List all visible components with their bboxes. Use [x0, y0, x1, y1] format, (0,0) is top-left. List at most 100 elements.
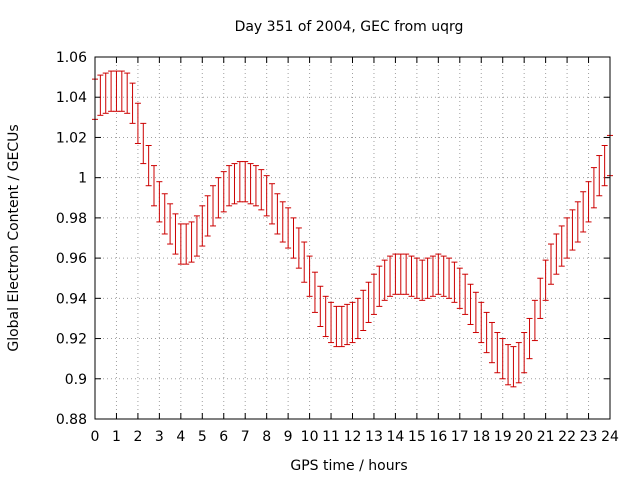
- x-tick-label: 15: [408, 429, 426, 445]
- y-tick-label: 0.98: [56, 211, 87, 227]
- data-point: [569, 209, 576, 251]
- data-point: [376, 265, 383, 307]
- data-point: [494, 332, 501, 374]
- data-point: [387, 255, 394, 297]
- y-axis-label: Global Electron Content / GECUs: [6, 124, 22, 351]
- data-point: [526, 317, 533, 360]
- data-point: [97, 74, 104, 116]
- data-point: [156, 181, 163, 223]
- data-point: [574, 201, 581, 243]
- y-tick-label: 0.94: [56, 291, 87, 307]
- data-point: [124, 72, 131, 114]
- data-point: [322, 295, 329, 338]
- x-tick-label: 7: [241, 429, 250, 445]
- data-point: [505, 344, 512, 386]
- x-tick-label: 9: [284, 429, 293, 445]
- data-point: [392, 253, 399, 295]
- data-point: [483, 311, 490, 354]
- data-point: [306, 255, 313, 297]
- x-tick-label: 14: [387, 429, 405, 445]
- data-point: [295, 227, 302, 269]
- data-point: [269, 183, 276, 225]
- data-point: [151, 165, 158, 207]
- data-point: [338, 305, 345, 348]
- data-point: [204, 195, 211, 237]
- data-point: [140, 122, 147, 165]
- data-point: [274, 193, 281, 235]
- data-point: [585, 181, 592, 223]
- error-bars: [92, 70, 613, 388]
- y-tick-label: 1.04: [56, 90, 87, 106]
- data-point: [118, 70, 125, 112]
- data-point: [446, 257, 453, 299]
- y-tick-label: 1.06: [56, 50, 87, 66]
- y-tick-labels: 0.88 0.9 0.92 0.94 0.96 0.98 1 1.02 1.04 1.06: [56, 50, 87, 428]
- data-point: [580, 191, 587, 233]
- data-point: [258, 169, 265, 211]
- grid-layer: [95, 57, 610, 419]
- x-axis-label: GPS time / hours: [290, 458, 407, 474]
- x-tick-label: 8: [262, 429, 271, 445]
- data-point: [215, 177, 222, 219]
- data-point: [370, 273, 377, 315]
- data-point: [290, 217, 297, 259]
- data-point: [247, 163, 254, 205]
- data-point: [129, 82, 136, 124]
- data-point: [601, 144, 608, 187]
- x-tick-labels: 0 1 2 3 4 5 6 7 8 9 10 11 12 13 14 15 16 17 18 19 20 21 22 23 24: [91, 429, 619, 445]
- data-point: [531, 299, 538, 342]
- data-point: [596, 155, 603, 197]
- data-point: [177, 223, 184, 265]
- data-point: [488, 321, 495, 364]
- y-tick-label: 1.02: [56, 130, 87, 146]
- x-tick-label: 24: [601, 429, 619, 445]
- y-tick-label: 0.92: [56, 332, 87, 348]
- data-point: [199, 205, 206, 247]
- x-tick-label: 22: [558, 429, 576, 445]
- data-point: [467, 283, 474, 325]
- data-point: [381, 259, 388, 301]
- data-point: [183, 223, 190, 265]
- data-point: [113, 70, 120, 112]
- data-point: [424, 257, 431, 299]
- y-tick-label: 0.9: [65, 372, 87, 388]
- data-point: [397, 253, 404, 295]
- y-tick-label: 1: [78, 171, 87, 187]
- x-tick-label: 21: [537, 429, 555, 445]
- x-tick-label: 6: [219, 429, 228, 445]
- data-point: [419, 259, 426, 301]
- data-point: [590, 167, 597, 209]
- data-point: [440, 255, 447, 297]
- data-point: [429, 255, 436, 297]
- x-tick-label: 0: [91, 429, 100, 445]
- data-point: [301, 241, 308, 283]
- data-point: [285, 207, 292, 249]
- x-tick-label: 3: [155, 429, 164, 445]
- data-point: [564, 217, 571, 259]
- x-tick-label: 23: [580, 429, 598, 445]
- x-tick-label: 4: [176, 429, 185, 445]
- data-point: [472, 291, 479, 334]
- data-point: [167, 203, 174, 245]
- data-point: [354, 297, 361, 340]
- data-point: [478, 301, 485, 344]
- data-point: [242, 161, 249, 203]
- data-point: [451, 261, 458, 303]
- x-tick-label: 2: [133, 429, 142, 445]
- x-tick-label: 10: [301, 429, 319, 445]
- data-point: [102, 72, 109, 114]
- data-point: [456, 267, 463, 309]
- x-tick-label: 19: [494, 429, 512, 445]
- x-tick-label: 12: [344, 429, 362, 445]
- data-point: [193, 215, 200, 257]
- x-tick-label: 16: [429, 429, 447, 445]
- data-point: [515, 342, 522, 384]
- data-point: [365, 281, 372, 323]
- data-point: [328, 301, 335, 344]
- data-point: [403, 253, 410, 295]
- data-point: [134, 102, 141, 144]
- data-point: [220, 171, 227, 213]
- data-point: [231, 163, 238, 205]
- data-point: [408, 255, 415, 297]
